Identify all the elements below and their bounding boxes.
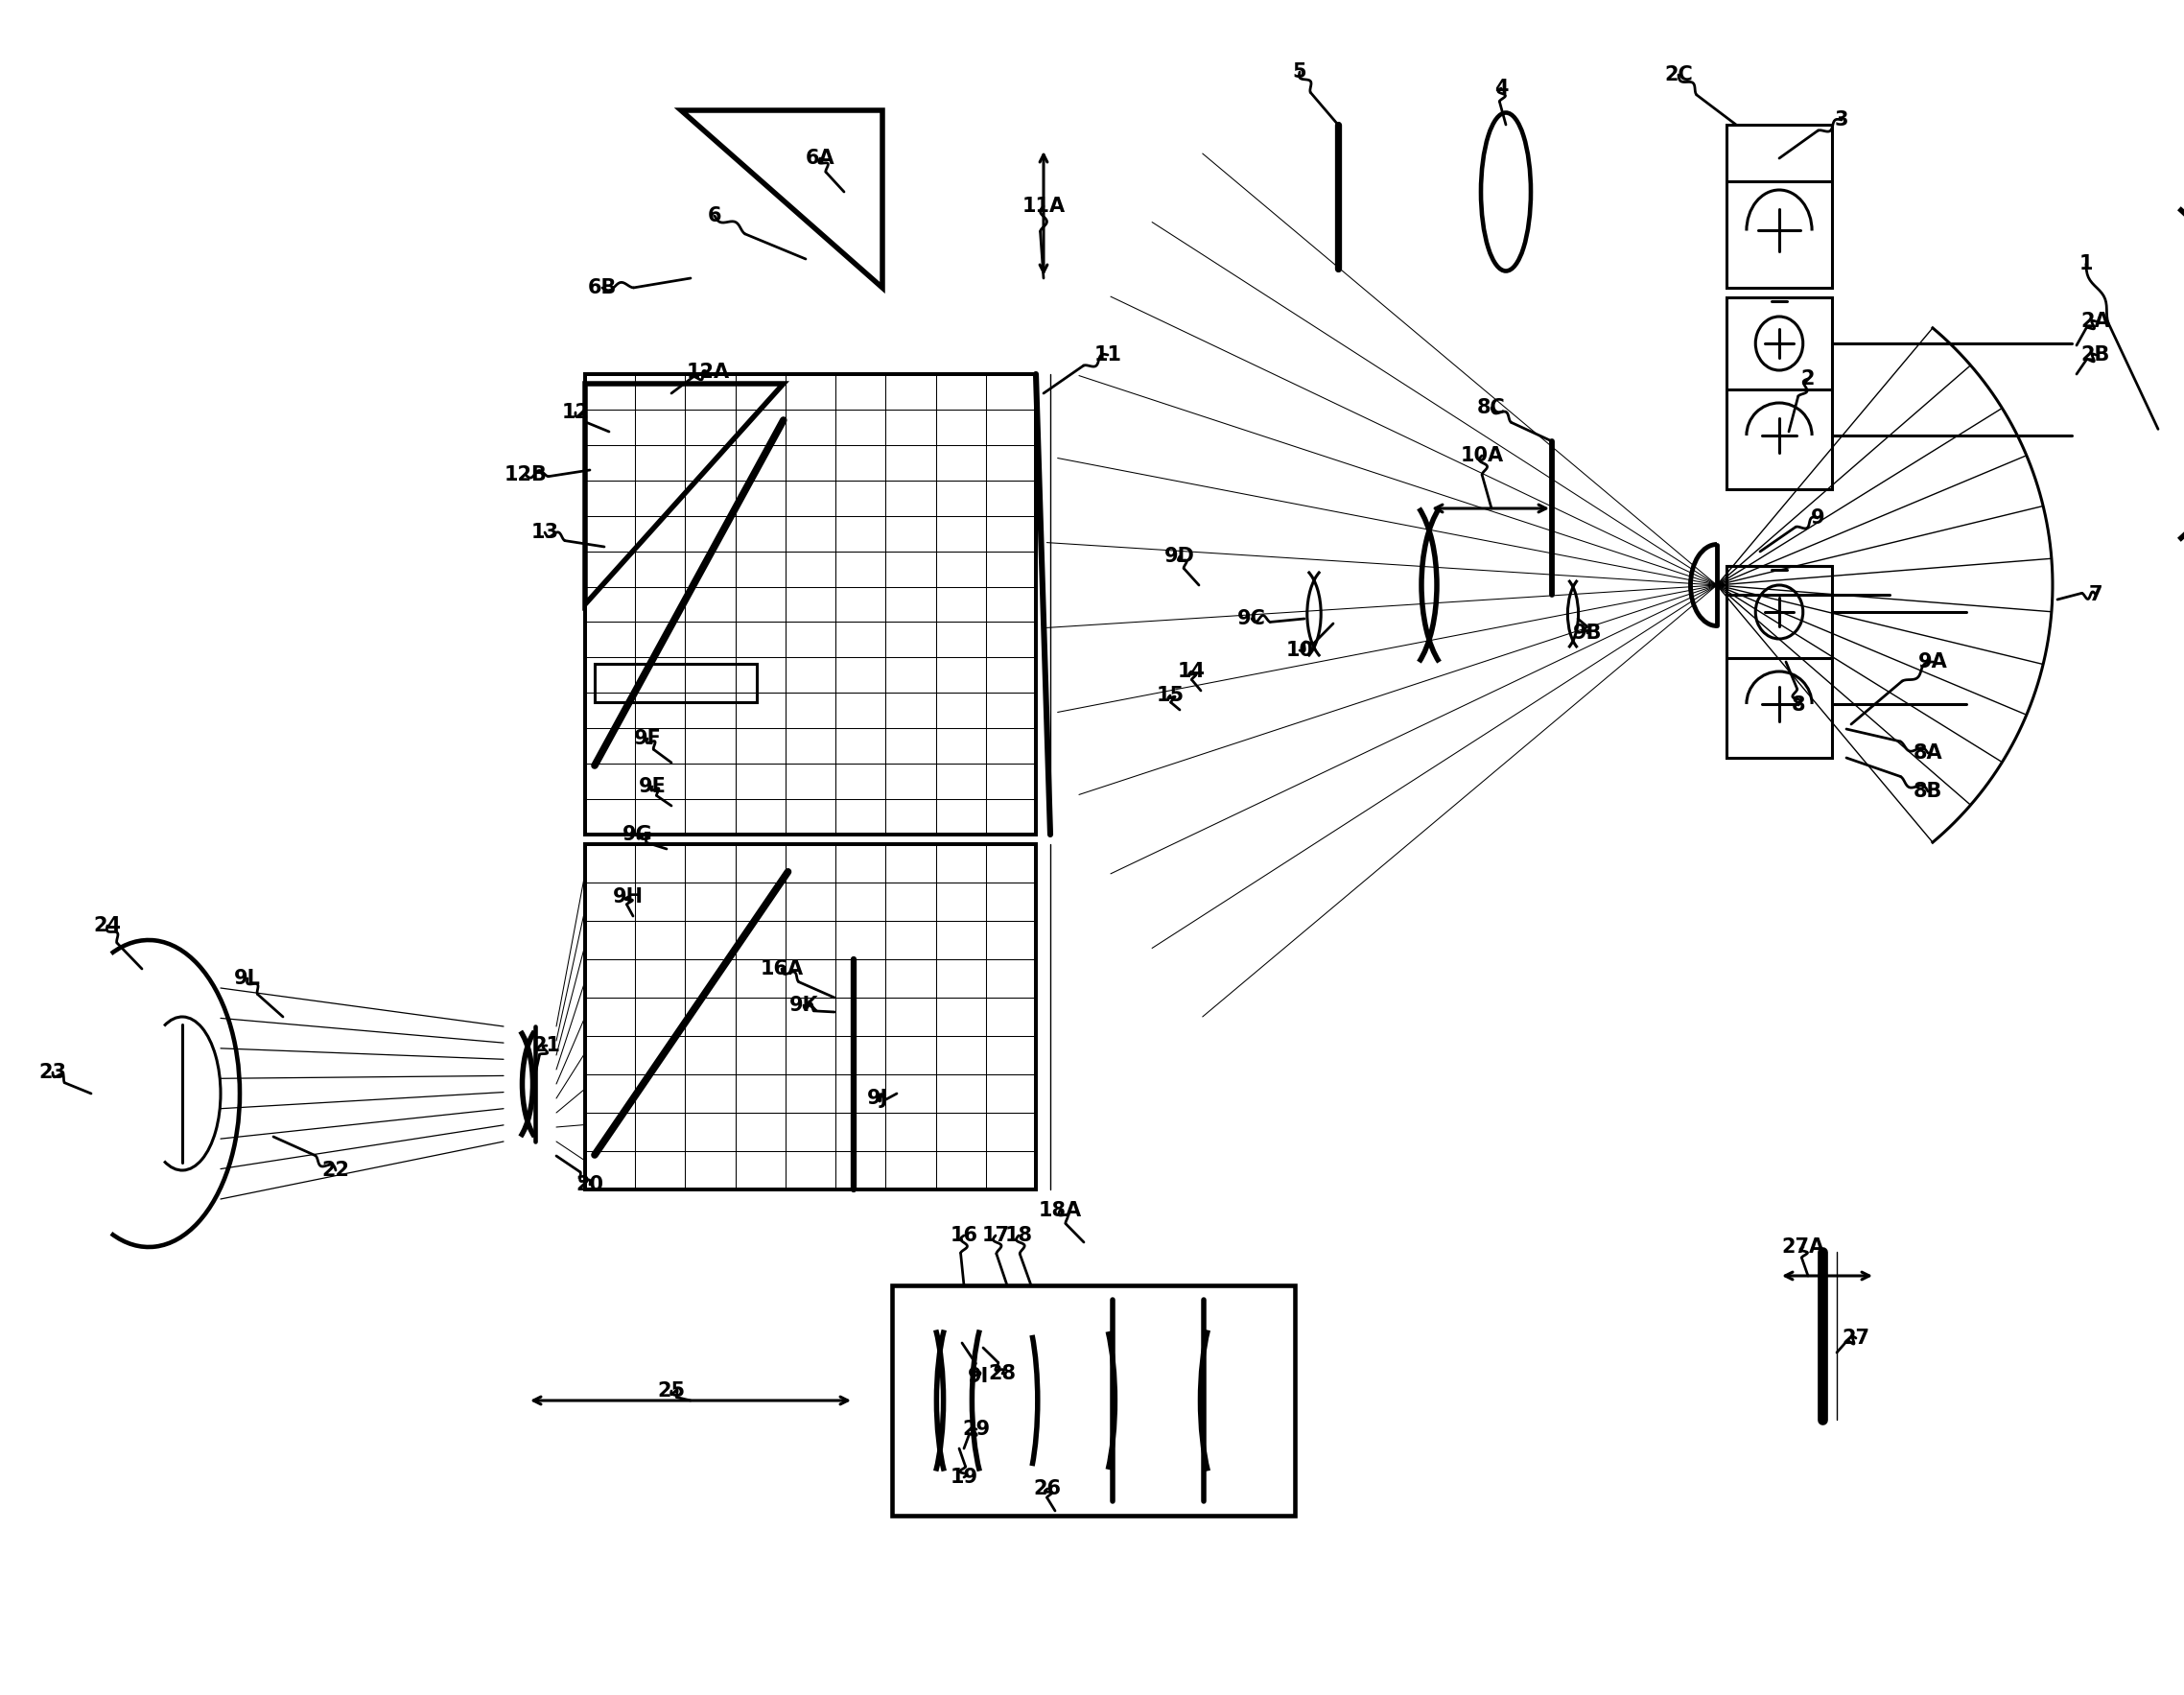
Text: 21: 21 bbox=[533, 1036, 561, 1056]
Text: 6A: 6A bbox=[806, 149, 834, 168]
Text: 2: 2 bbox=[1802, 370, 1815, 388]
Text: 2B: 2B bbox=[2081, 346, 2110, 364]
Text: 2C: 2C bbox=[1664, 64, 1693, 85]
Text: 6: 6 bbox=[708, 207, 721, 225]
Text: 9F: 9F bbox=[633, 729, 662, 747]
Text: 1: 1 bbox=[2079, 254, 2092, 273]
Bar bbox=[891, 1285, 1295, 1515]
Text: 2A: 2A bbox=[2081, 312, 2110, 331]
Text: 16A: 16A bbox=[760, 959, 804, 978]
Text: 9E: 9E bbox=[638, 776, 666, 797]
Text: 22: 22 bbox=[321, 1161, 349, 1180]
Text: 5: 5 bbox=[1293, 63, 1306, 81]
Bar bbox=[1728, 297, 1832, 490]
Text: 24: 24 bbox=[94, 915, 122, 936]
Text: 4: 4 bbox=[1494, 78, 1507, 98]
Text: 9J: 9J bbox=[867, 1088, 889, 1109]
Bar bbox=[1728, 125, 1832, 288]
Text: 9: 9 bbox=[1811, 508, 1824, 527]
Text: 12: 12 bbox=[561, 403, 590, 422]
Text: 13: 13 bbox=[531, 522, 559, 542]
Text: 10A: 10A bbox=[1461, 446, 1503, 464]
Text: 14: 14 bbox=[1177, 661, 1206, 681]
Text: 8B: 8B bbox=[1913, 781, 1942, 802]
Text: 27: 27 bbox=[1841, 1329, 1870, 1348]
Text: 12B: 12B bbox=[505, 464, 548, 485]
Text: 10: 10 bbox=[1286, 641, 1313, 659]
Text: 9H: 9H bbox=[614, 886, 644, 907]
Bar bbox=[1728, 566, 1832, 758]
Text: 17: 17 bbox=[981, 1225, 1009, 1246]
Text: 12A: 12A bbox=[686, 363, 729, 381]
Text: 9C: 9C bbox=[1238, 609, 1267, 629]
Text: 20: 20 bbox=[577, 1175, 603, 1195]
Text: 27A: 27A bbox=[1782, 1237, 1826, 1256]
Text: 26: 26 bbox=[1033, 1480, 1061, 1498]
Text: 9D: 9D bbox=[1164, 547, 1195, 566]
Text: 11A: 11A bbox=[1022, 197, 1066, 215]
Text: 28: 28 bbox=[989, 1364, 1016, 1383]
Text: 23: 23 bbox=[39, 1063, 68, 1081]
Bar bbox=[585, 375, 1035, 834]
Text: 29: 29 bbox=[963, 1420, 989, 1439]
Text: 19: 19 bbox=[950, 1468, 978, 1487]
Text: 18A: 18A bbox=[1037, 1202, 1081, 1220]
Text: 9G: 9G bbox=[622, 825, 653, 844]
Text: 16: 16 bbox=[950, 1225, 978, 1246]
Text: 9B: 9B bbox=[1572, 624, 1603, 642]
Text: 8: 8 bbox=[1791, 695, 1806, 715]
Text: 18: 18 bbox=[1005, 1225, 1033, 1246]
Text: 6B: 6B bbox=[587, 278, 616, 297]
Text: 7: 7 bbox=[2088, 585, 2103, 605]
Text: 3: 3 bbox=[1835, 110, 1848, 129]
Bar bbox=[585, 844, 1035, 1190]
Text: 9K: 9K bbox=[788, 995, 819, 1015]
Text: 11: 11 bbox=[1094, 346, 1123, 364]
Text: 15: 15 bbox=[1155, 686, 1184, 705]
Text: 25: 25 bbox=[657, 1381, 686, 1400]
Text: 9L: 9L bbox=[234, 970, 260, 988]
Text: 9A: 9A bbox=[1918, 653, 1948, 671]
Text: 8A: 8A bbox=[1913, 744, 1942, 763]
Bar bbox=[594, 664, 758, 702]
Text: 8C: 8C bbox=[1476, 398, 1505, 417]
Text: 9I: 9I bbox=[968, 1366, 989, 1387]
